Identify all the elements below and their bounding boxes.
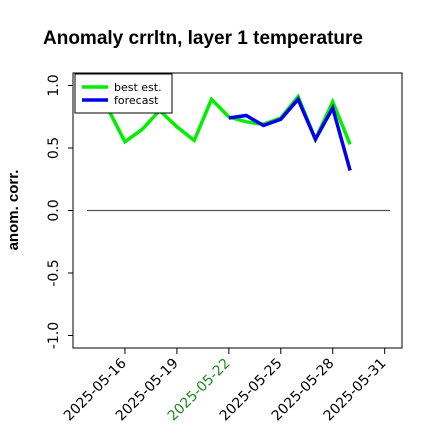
- x-axis: 2025-05-162025-05-192025-05-222025-05-25…: [61, 348, 390, 424]
- series-line-1: [228, 96, 352, 171]
- y-axis: -1.0 -0.5 0.0 0.5 1.0: [46, 74, 73, 349]
- legend-label-0: best est.: [114, 81, 162, 94]
- chart-title: Anomaly crrltn, layer 1 temperature: [43, 28, 363, 49]
- y-tick-label: 0.0: [46, 199, 62, 221]
- y-tick-label: -0.5: [46, 259, 62, 286]
- legend: best est.forecast: [74, 73, 173, 114]
- y-tick-label: 0.5: [46, 137, 62, 159]
- y-axis-label: anom. corr.: [5, 170, 22, 251]
- series-layer: [106, 93, 352, 171]
- legend-label-1: forecast: [114, 94, 159, 107]
- y-tick-label: 1.0: [46, 74, 62, 96]
- legend-box: [74, 73, 173, 114]
- y-tick-label: -1.0: [46, 322, 62, 349]
